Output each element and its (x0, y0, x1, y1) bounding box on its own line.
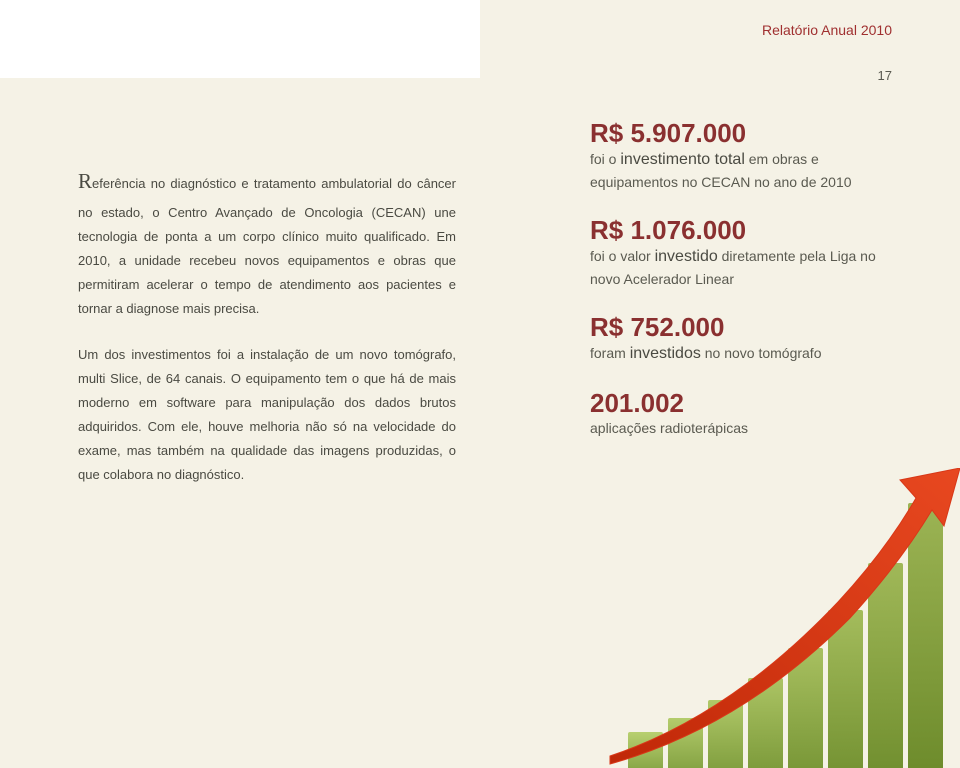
white-header-bar (0, 0, 480, 78)
stat-3-value: R$ 752.000 (590, 314, 890, 340)
stat-2: R$ 1.076.000 foi o valor investido diret… (590, 217, 890, 290)
stat-3: R$ 752.000 foram investidos no novo tomó… (590, 314, 890, 366)
stats-column: R$ 5.907.000 foi o investimento total em… (590, 120, 890, 463)
stat-4: 201.002 aplicações radioterápicas (590, 390, 890, 439)
stat-2-value: R$ 1.076.000 (590, 217, 890, 243)
stat-1: R$ 5.907.000 foi o investimento total em… (590, 120, 890, 193)
paragraph-1-text: eferência no diagnóstico e tratamento am… (78, 176, 456, 316)
paragraph-2: Um dos investimentos foi a instalação de… (78, 343, 456, 487)
stat-4-value: 201.002 (590, 390, 890, 416)
report-title: Relatório Anual 2010 (762, 22, 892, 38)
stat-2-desc: foi o valor investido diretamente pela L… (590, 245, 890, 290)
stat-3-desc: foram investidos no novo tomógrafo (590, 342, 890, 366)
body-text-column: Referência no diagnóstico e tratamento a… (78, 162, 456, 509)
stat-1-value: R$ 5.907.000 (590, 120, 890, 146)
drop-cap: R (78, 169, 92, 193)
page-number: 17 (878, 68, 892, 83)
paragraph-1: Referência no diagnóstico e tratamento a… (78, 162, 456, 321)
growth-chart (540, 468, 960, 768)
stat-4-desc: aplicações radioterápicas (590, 418, 890, 439)
stat-1-desc: foi o investimento total em obras e equi… (590, 148, 890, 193)
growth-arrow (540, 468, 960, 768)
